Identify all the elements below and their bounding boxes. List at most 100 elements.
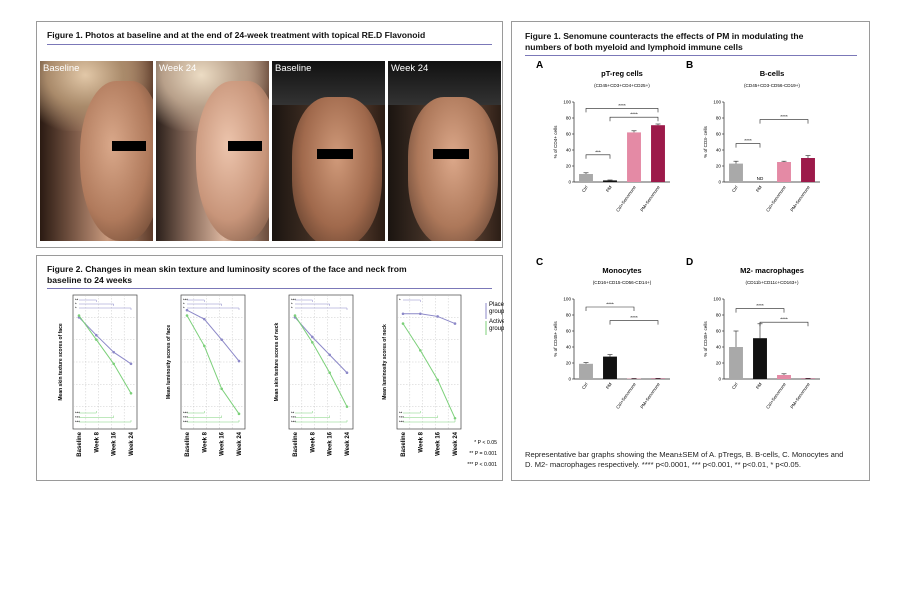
bar-A-2 [627,132,641,182]
line-point-luminosity-neck-0-3 [453,322,457,325]
bar-bracket-D-1 [759,321,809,327]
bar-xtick-label-D-0: Ctrl [731,382,739,390]
bar-A-1 [603,180,617,182]
line-plot-frame-luminosity-neck [396,294,462,430]
line-sig-top-bracket-luminosity-neck-0 [403,299,421,302]
bar-xtick-label-B-2: Ctrl+Senomune [765,184,787,212]
bar-ytick-label-C: 0 [568,377,571,382]
photo-4-label: Week 24 [391,63,429,74]
line-point-luminosity-face-1-3 [237,412,241,416]
fig2-title-line2: baseline to 24 weeks [47,275,133,285]
bar-ylabel-D: % of CD45+ cells [703,321,708,357]
line-point-luminosity-face-0-0 [185,308,189,312]
line-xtick-texture-neck-3: Week 24 [345,431,351,456]
bar-xtick-label-B-3: PM+Senomune [789,184,811,212]
line-xtick-texture-neck-2: Week 16 [328,431,334,456]
photo-2: Week 24 [156,61,269,241]
bar-xtick-label-D-1: PM [755,381,763,390]
line-xtick-texture-face-0: Baseline [77,431,83,456]
bar-ytick-label-B: 80 [716,116,722,121]
bar-ylabel-B: % of CD3- cells [703,125,708,157]
senomune-title-line2: numbers of both myeloid and lymphoid imm… [525,42,743,52]
line-point-luminosity-neck-1-2 [436,378,439,382]
line-point-texture-face-1-1 [95,338,98,341]
line-sig-top-bracket-texture-face-2 [79,307,132,310]
bar-xtick-label-D-3: PM+Senomune [789,381,811,409]
line-plot-frame-texture-face [72,294,138,430]
legend-active-line2: group [489,326,504,332]
line-xtick-texture-neck-1: Week 8 [310,431,316,452]
bar-bracket-label-D-1: **** [780,317,788,323]
bar-ytick-label-A: 0 [568,180,571,185]
line-ylabel-luminosity-neck: Mean luminosity scores of neck [382,324,388,400]
line-xtick-texture-face-3: Week 24 [129,431,135,456]
line-xtick-texture-face-1: Week 8 [94,431,100,452]
bar-ylabel-C: % of CD45+ cells [553,321,558,357]
bar-ylabel-A: % of CD4+ cells [553,125,558,159]
line-point-texture-face-0-3 [129,362,133,366]
line-plot-frame-texture-neck [288,294,354,430]
bar-panel-letter-D: D [686,257,693,268]
line-point-luminosity-neck-1-3 [453,416,457,420]
senomune-rule [525,55,857,56]
photo-2-eye-bar [228,141,262,151]
bar-ytick-label-D: 80 [716,313,722,318]
bar-bracket-label-A-1: **** [618,103,626,109]
line-point-texture-face-1-0 [77,314,81,317]
fig2-title-line1: Figure 2. Changes in mean skin texture a… [47,264,407,274]
bar-D-0 [729,347,743,379]
line-xtick-luminosity-neck-3: Week 24 [453,431,459,456]
line-sig-top-texture-face-1: * [75,302,77,307]
line-point-texture-neck-0-2 [328,353,331,357]
line-series-texture-face-0 [78,316,132,365]
bar-panel-letter-A: A [536,60,543,71]
line-chart-texture-neck: Mean skin texture scores of neck********… [274,294,354,457]
line-sig-bottom-bracket-luminosity-neck-0 [403,411,421,414]
line-xtick-luminosity-face-3: Week 24 [237,431,243,456]
line-point-texture-neck-1-3 [345,405,349,408]
line-ylabel-texture-face: Mean skin texture scores of face [58,323,64,400]
senomune-caption-line1: Representative bar graphs showing the Me… [525,450,844,459]
line-sig-top-texture-face-2: * [75,306,77,311]
line-xtick-luminosity-face-2: Week 16 [220,431,226,456]
line-point-texture-neck-1-0 [293,314,297,317]
bar-ytick-label-A: 100 [563,100,571,105]
bar-title-C: Monocytes [602,266,641,275]
bar-xtick-label-A-1: PM [605,184,613,193]
bar-ytick-label-B: 60 [716,132,722,137]
legend-placebo-line2: group [489,309,504,315]
line-point-luminosity-face-0-1 [203,317,206,321]
legend-placebo-line1: Placebo [489,302,504,308]
bar-xtick-label-C-3: PM+Senomune [639,381,661,409]
bar-B-2 [777,162,791,182]
bar-bracket-B-0 [735,143,761,148]
line-sig-top-luminosity-face-2: * [183,306,185,311]
line-xtick-luminosity-face-0: Baseline [185,431,191,456]
bar-xtick-label-C-0: Ctrl [581,382,589,390]
line-point-luminosity-neck-0-1 [419,312,422,316]
pvalue-2: *** P < 0.001 [467,462,497,468]
bar-ytick-label-C: 40 [566,345,572,350]
line-sig-top-bracket-texture-neck-1 [295,303,330,306]
line-sig-bottom-texture-face-0: *** [75,411,80,416]
bar-bracket-label-A-2: **** [630,112,638,118]
bar-bracket-B-1 [759,119,809,124]
bar-title-A: pT-reg cells [601,69,643,78]
line-chart-luminosity-face: Mean luminosity scores of face**********… [166,294,246,457]
line-point-luminosity-face-1-1 [203,344,206,348]
line-sig-bottom-bracket-luminosity-face-1 [187,415,222,418]
line-sig-bottom-texture-face-2: *** [75,420,80,425]
bar-ytick-label-B: 20 [716,164,722,169]
line-sig-bottom-bracket-luminosity-face-2 [187,420,240,423]
line-point-texture-neck-0-1 [311,335,314,339]
line-sig-bottom-luminosity-neck-0: ** [399,411,403,416]
bar-C-0 [579,363,593,379]
line-point-texture-neck-0-3 [345,371,349,375]
bar-A-3 [651,125,665,182]
line-xtick-texture-neck-0: Baseline [293,431,299,456]
line-point-luminosity-face-0-2 [220,338,223,341]
line-sig-bottom-luminosity-face-2: *** [183,420,188,425]
line-sig-bottom-bracket-texture-neck-0 [295,411,313,414]
bar-title-D: M2- macrophages [740,266,804,275]
line-legend: PlacebogroupActivegroup [485,302,504,335]
